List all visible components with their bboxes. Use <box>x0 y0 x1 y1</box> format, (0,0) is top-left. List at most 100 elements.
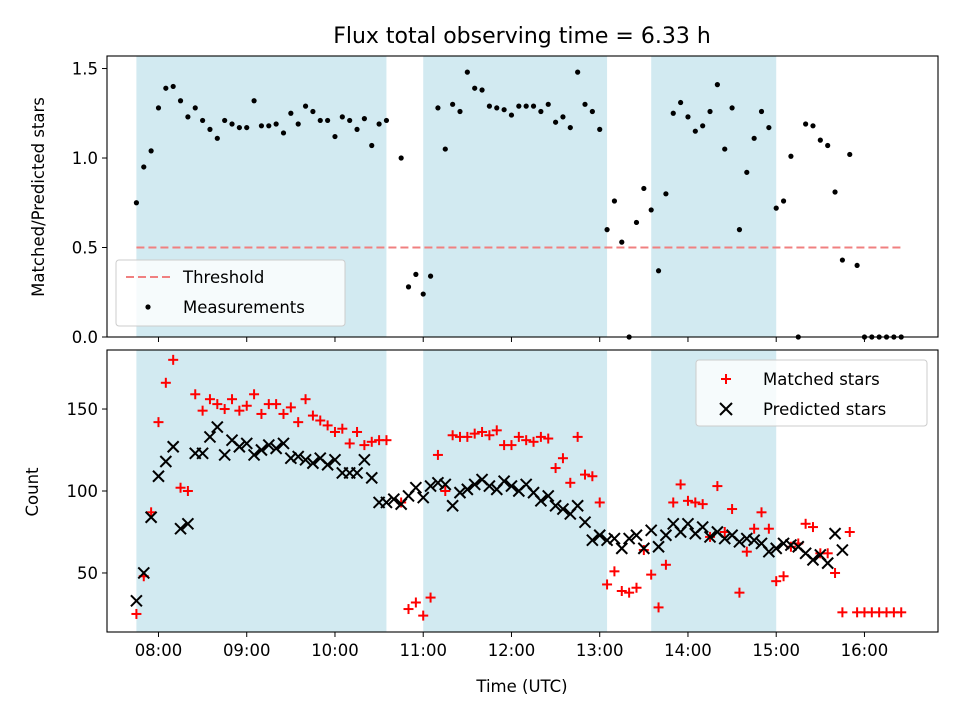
matched-star-point <box>594 497 605 508</box>
predicted-star-point <box>291 450 305 463</box>
top-y-axis-label: Matched/Predicted stars <box>29 97 48 297</box>
x-tick-label: 15:00 <box>752 641 800 660</box>
predicted-star-point <box>409 481 423 494</box>
matched-star-point <box>712 481 723 492</box>
predicted-star-point <box>718 532 731 545</box>
measurement-point <box>332 133 338 140</box>
measurement-point <box>501 107 507 113</box>
predicted-star-point <box>137 566 150 580</box>
predicted-star-point <box>806 553 820 567</box>
measurement-point <box>604 227 610 233</box>
matched-star-point <box>668 497 679 508</box>
measurement-point <box>288 110 294 116</box>
predicted-star-point <box>387 492 401 506</box>
y-tick-label: 0.5 <box>72 239 98 258</box>
predicted-star-point <box>417 491 430 504</box>
predicted-star-point <box>218 448 231 462</box>
predicted-star-point <box>556 502 570 516</box>
measurement-point <box>641 185 647 192</box>
top-legend-box <box>115 259 346 327</box>
matched-star-point <box>344 438 355 449</box>
matched-star-point <box>616 586 627 597</box>
measurement-point <box>383 117 390 124</box>
measurement-point <box>508 112 515 118</box>
measurement-point <box>722 146 728 152</box>
predicted-star-point <box>130 594 143 608</box>
predicted-star-point <box>600 533 614 547</box>
predicted-star-point <box>644 524 658 537</box>
predicted-star-point <box>586 533 599 547</box>
x-tick-label: 08:00 <box>135 641 183 660</box>
matched-star-point <box>565 477 576 488</box>
measurement-point <box>420 291 426 297</box>
matched-star-point <box>241 400 252 411</box>
measurement-point <box>457 108 463 115</box>
predicted-star-point <box>181 517 195 530</box>
matched-star-point <box>682 495 693 506</box>
matched-star-point <box>830 567 841 578</box>
predicted-star-point <box>365 471 378 485</box>
measurement-point <box>582 101 588 107</box>
predicted-star-point <box>431 476 445 490</box>
matched-star-point <box>638 545 649 556</box>
predicted-star-point <box>534 494 548 508</box>
predicted-star-point <box>740 532 754 545</box>
measurement-point <box>832 189 838 195</box>
measurement-point <box>788 153 794 159</box>
predicted-star-point <box>350 466 364 480</box>
matched-star-point <box>837 607 848 618</box>
y-tick-label: 1.0 <box>72 149 98 168</box>
legend-threshold-label: Threshold <box>182 268 264 287</box>
legend-matched-swatch <box>721 374 731 384</box>
measurement-point <box>310 108 316 115</box>
predicted-star-point <box>269 442 283 455</box>
matched-star-point <box>756 507 767 518</box>
matched-star-point <box>352 426 363 437</box>
matched-star-point <box>234 405 245 416</box>
matched-star-point <box>293 417 304 428</box>
measurement-point <box>700 123 706 129</box>
matched-star-point <box>653 602 664 613</box>
predicted-star-point <box>733 535 746 549</box>
measurement-point <box>192 105 198 111</box>
matched-star-point <box>580 469 591 480</box>
measurement-point <box>376 121 382 127</box>
x-axis-label: Time (UTC) <box>475 677 567 696</box>
measurement-point <box>523 103 529 109</box>
matched-star-point <box>403 604 414 615</box>
matched-star-point <box>690 497 701 508</box>
matched-star-point <box>227 394 238 405</box>
measurement-point <box>214 135 220 141</box>
predicted-star-point <box>380 496 393 509</box>
matched-star-point <box>447 430 458 441</box>
matched-star-point <box>219 404 230 415</box>
measurement-point <box>347 117 353 124</box>
matched-star-point <box>197 405 208 416</box>
matched-star-point <box>432 449 443 460</box>
predicted-star-point <box>770 542 783 555</box>
measurement-point <box>369 142 375 149</box>
measurement-point <box>244 124 250 131</box>
matched-star-point <box>778 571 789 582</box>
matched-stars-series <box>131 354 907 621</box>
measurement-point <box>361 116 367 122</box>
matched-star-point <box>609 566 620 577</box>
matched-star-point <box>550 463 561 474</box>
measurement-point <box>803 121 809 127</box>
measurement-point <box>780 198 787 204</box>
y-tick-label: 0.0 <box>72 328 98 347</box>
measurement-point <box>663 191 669 197</box>
measurement-point <box>817 137 823 143</box>
matched-star-point <box>366 436 377 447</box>
predicted-star-point <box>696 520 709 534</box>
predicted-star-point <box>747 533 761 547</box>
measurement-point <box>398 155 404 161</box>
predicted-star-point <box>233 440 246 453</box>
y-tick-label: 100 <box>67 482 99 501</box>
matched-star-point <box>506 440 517 451</box>
top-axes-frame <box>106 55 939 338</box>
measurement-point <box>486 103 493 109</box>
matched-star-point <box>521 435 532 446</box>
matched-star-point <box>168 354 179 365</box>
measurement-point <box>810 123 816 129</box>
